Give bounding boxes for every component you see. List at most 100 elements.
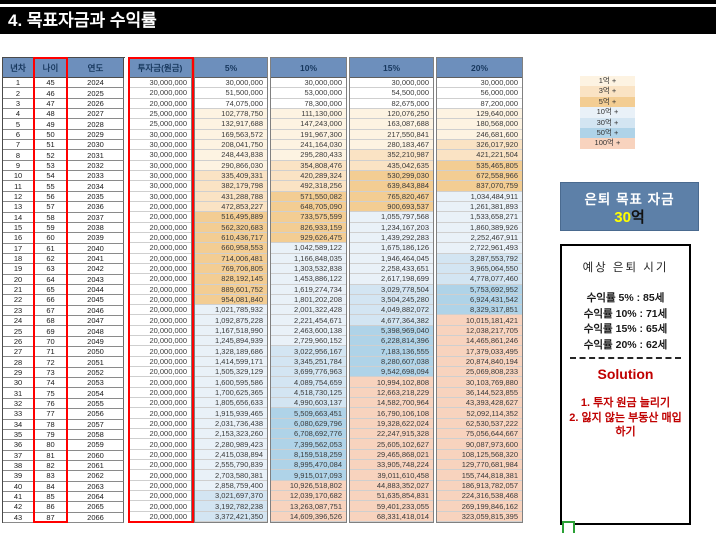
cell[interactable]: 71 [34, 347, 68, 358]
cell[interactable]: 290,866,030 [195, 160, 267, 171]
cell[interactable]: 2,729,960,152 [271, 336, 346, 347]
cell[interactable]: 62 [34, 253, 68, 265]
cell[interactable]: 74,075,000 [195, 99, 267, 109]
cell[interactable]: 5,509,663,451 [271, 408, 346, 419]
cell[interactable]: 70 [34, 336, 68, 348]
cell[interactable]: 82 [34, 460, 68, 472]
cell[interactable]: 30,000,000 [129, 161, 191, 171]
cell[interactable]: 17,379,033,495 [437, 346, 522, 357]
cell[interactable]: 39 [3, 471, 34, 482]
cell[interactable]: 66 [34, 295, 68, 306]
cell[interactable]: 20,000,000 [129, 357, 191, 368]
legend-item[interactable]: 5억 + [580, 96, 635, 108]
cell[interactable]: 900,693,537 [350, 201, 433, 213]
cell[interactable]: 1,245,894,939 [195, 336, 267, 347]
cell[interactable]: 2032 [68, 160, 124, 172]
legend-item[interactable]: 30억 + [580, 117, 635, 128]
cell[interactable]: 2,555,790,839 [195, 460, 267, 471]
cell[interactable]: 46 [34, 88, 68, 99]
cell[interactable]: 1,234,167,203 [350, 222, 433, 233]
cell[interactable]: 108,125,568,320 [437, 449, 522, 461]
cell[interactable]: 4,778,077,460 [437, 274, 522, 285]
cell[interactable]: 53 [34, 160, 68, 172]
cell[interactable]: 63 [34, 264, 68, 275]
cell[interactable]: 3,504,245,280 [350, 294, 433, 306]
cell[interactable]: 8,329,317,851 [437, 305, 522, 316]
cell[interactable]: 2051 [68, 357, 124, 368]
cell[interactable]: 2046 [68, 305, 124, 317]
cell[interactable]: 382,179,798 [195, 181, 267, 192]
cell[interactable]: 20,000,000 [129, 326, 191, 337]
cell[interactable]: 431,288,788 [195, 191, 267, 202]
cell[interactable]: 530,299,030 [350, 170, 433, 182]
cell[interactable]: 208,041,750 [195, 139, 267, 151]
cell[interactable]: 2034 [68, 181, 124, 192]
cell[interactable]: 56,000,000 [437, 88, 522, 99]
cell[interactable]: 2029 [68, 129, 124, 141]
cell[interactable]: 2040 [68, 243, 124, 254]
cell[interactable]: 2047 [68, 316, 124, 327]
cell[interactable]: 74 [34, 378, 68, 389]
cell[interactable]: 25,000,000 [129, 109, 191, 120]
legend-item[interactable]: 10억 + [580, 107, 635, 118]
cell[interactable]: 435,042,635 [350, 160, 433, 171]
cell[interactable]: 9,542,698,094 [350, 367, 433, 378]
cell[interactable]: 639,843,884 [350, 181, 433, 192]
cell[interactable]: 20,000,000 [129, 233, 191, 244]
cell[interactable]: 129,640,000 [437, 108, 522, 120]
cell[interactable]: 20,000,000 [129, 501, 191, 512]
cell[interactable]: 32 [3, 398, 34, 410]
cell[interactable]: 2066 [68, 512, 124, 523]
cell[interactable]: 20,000,000 [129, 243, 191, 254]
cell[interactable]: 49 [34, 119, 68, 130]
cell[interactable]: 2,463,600,138 [271, 325, 346, 337]
cell[interactable]: 87,200,000 [437, 99, 522, 109]
cell[interactable]: 2,415,038,894 [195, 449, 267, 461]
cell[interactable]: 9,915,017,093 [271, 470, 346, 481]
cell[interactable]: 2041 [68, 253, 124, 265]
cell[interactable]: 2057 [68, 419, 124, 430]
cell[interactable]: 50 [34, 129, 68, 141]
cell[interactable]: 20,000,000 [129, 223, 191, 233]
cell[interactable]: 421,221,504 [437, 150, 522, 161]
cell[interactable]: 180,568,000 [437, 119, 522, 130]
cell[interactable]: 30,000,000 [129, 171, 191, 182]
cell[interactable]: 4,677,364,382 [350, 315, 433, 326]
cell[interactable]: 8,159,518,259 [271, 449, 346, 461]
cell[interactable]: 28 [3, 357, 34, 368]
cell[interactable]: 25,069,808,233 [437, 367, 522, 378]
cell[interactable]: 82,675,000 [350, 99, 433, 109]
cell[interactable]: 648,705,090 [271, 201, 346, 213]
cell[interactable]: 79 [34, 429, 68, 441]
cell[interactable]: 26 [3, 336, 34, 348]
cell[interactable]: 2028 [68, 119, 124, 130]
cell[interactable]: 8,280,607,038 [350, 356, 433, 368]
cell[interactable]: 2,703,580,381 [195, 470, 267, 481]
cell[interactable]: 90,087,973,600 [437, 439, 522, 450]
cell[interactable]: 224,316,538,468 [437, 491, 522, 502]
cell[interactable]: 48 [34, 109, 68, 120]
cell[interactable]: 64 [34, 274, 68, 285]
cell[interactable]: 323,059,815,395 [437, 511, 522, 522]
cell[interactable]: 20,000,000 [129, 439, 191, 450]
cell[interactable]: 1,946,464,045 [350, 253, 433, 264]
cell[interactable]: 20,000,000 [129, 254, 191, 264]
cell[interactable]: 2,258,433,651 [350, 263, 433, 275]
cell[interactable]: 30,000,000 [195, 78, 267, 89]
cell[interactable]: 120,076,250 [350, 108, 433, 120]
cell[interactable]: 1,505,329,129 [195, 367, 267, 378]
cell[interactable]: 147,243,000 [271, 119, 346, 130]
cell[interactable]: 5 [3, 119, 34, 130]
cell[interactable]: 54,500,000 [350, 88, 433, 99]
cell[interactable]: 20,000,000 [129, 419, 191, 430]
cell[interactable]: 1,414,599,171 [195, 356, 267, 368]
cell[interactable]: 2037 [68, 212, 124, 223]
cell[interactable]: 42 [3, 502, 34, 513]
cell[interactable]: 14,609,396,526 [271, 511, 346, 522]
cell[interactable]: 1,055,797,568 [350, 212, 433, 223]
cell[interactable]: 83 [34, 471, 68, 482]
cell[interactable]: 62,530,537,222 [437, 418, 522, 430]
cell[interactable]: 2,031,736,438 [195, 418, 267, 430]
cell[interactable]: 20,000,000 [129, 99, 191, 109]
cell[interactable]: 43 [3, 512, 34, 523]
